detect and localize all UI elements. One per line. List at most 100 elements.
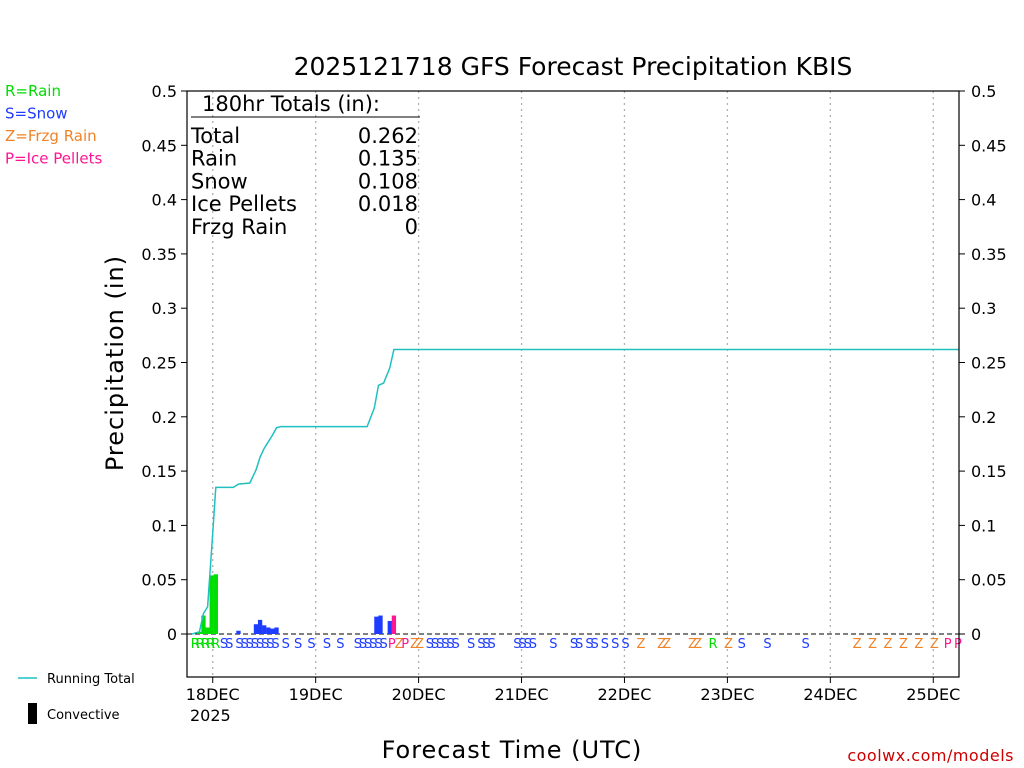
x-tick-label-3: 21DEC (495, 685, 549, 704)
y-axis-label: Precipitation (in) (101, 255, 129, 471)
chart-title: 2025121718 GFS Forecast Precipitation KB… (294, 52, 853, 81)
ptype-marker-10: S (251, 637, 259, 652)
totals-label-0: Total (190, 124, 240, 148)
x-tick-label-2: 20DEC (392, 685, 446, 704)
y-tick-label-left-1: 0.05 (141, 571, 177, 590)
ptype-marker-26: P (388, 637, 396, 652)
y-tick-label-right-7: 0.35 (971, 245, 1007, 264)
bar-15 (391, 615, 397, 634)
y-tick-label-right-8: 0.4 (971, 191, 996, 210)
ptype-marker-57: Z (693, 637, 702, 652)
ptype-marker-51: S (611, 637, 619, 652)
ptype-marker-12: S (261, 637, 269, 652)
x-axis-label: Forecast Time (UTC) (382, 736, 643, 764)
ptype-marker-70: P (954, 637, 962, 652)
ptype-marker-67: Z (914, 637, 923, 652)
ptype-marker-28: P (401, 637, 409, 652)
ptype-marker-66: Z (899, 637, 908, 652)
precip-type-legend: R=Rain S=Snow Z=Frzg Rain P=Ice Pellets (5, 82, 102, 168)
ptype-marker-15: S (282, 637, 290, 652)
y-tick-label-left-7: 0.35 (141, 245, 177, 264)
totals-label-3: Ice Pellets (191, 192, 297, 216)
ptype-marker-6: S (225, 637, 233, 652)
ptype-marker-63: Z (853, 637, 862, 652)
type-legend-item-2: Z=Frzg Rain (5, 127, 97, 145)
y-tick-label-left-9: 0.45 (141, 136, 177, 155)
bar-13 (378, 615, 383, 634)
ptype-marker-29: Z (410, 637, 419, 652)
totals-rows: Total 0.262 Rain 0.135 Snow 0.108 Ice Pellets 0… (190, 124, 418, 239)
x-tick-label-0: 18DEC (186, 685, 240, 704)
precip-bars (197, 574, 397, 634)
ptype-marker-33: S (436, 637, 444, 652)
ptype-marker-27: Z (395, 637, 404, 652)
x-tick-label-1: 19DEC (289, 685, 343, 704)
credit-text: coolwx.com/models (847, 746, 1014, 765)
ptype-marker-46: S (570, 637, 578, 652)
ptype-marker-50: S (601, 637, 609, 652)
ptype-marker-2: R (201, 637, 210, 652)
ptype-marker-30: Z (415, 637, 424, 652)
legend-label-1: Convective (47, 708, 120, 723)
type-legend-item-3: P=Ice Pellets (5, 150, 102, 168)
ptype-marker-38: S (477, 637, 485, 652)
running-total-layer (191, 348, 959, 635)
legend-swatch-1 (28, 703, 37, 724)
ptype-marker-0: R (191, 637, 200, 652)
ptype-marker-3: R (206, 637, 215, 652)
bar-2 (205, 627, 210, 634)
bar-5 (236, 630, 241, 634)
ptype-marker-9: S (246, 637, 254, 652)
ptype-marker-45: S (549, 637, 557, 652)
ptype-marker-5: S (220, 637, 228, 652)
ptype-marker-52: S (621, 637, 629, 652)
ptype-marker-39: S (482, 637, 490, 652)
grid-lines (187, 91, 959, 677)
ptype-marker-11: S (256, 637, 264, 652)
bar-10 (270, 628, 275, 634)
x-tick-label-6: 24DEC (803, 685, 857, 704)
ptype-marker-65: Z (884, 637, 893, 652)
ptype-marker-4: R (211, 637, 220, 652)
y-tick-label-right-5: 0.25 (971, 354, 1007, 373)
y-tick-label-left-5: 0.25 (141, 354, 177, 373)
ptype-marker-36: S (452, 637, 460, 652)
y-tick-label-right-4: 0.2 (971, 408, 996, 427)
plot-frame (186, 90, 960, 678)
bar-8 (262, 625, 267, 634)
x-tick-label-4: 22DEC (597, 685, 651, 704)
bar-11 (274, 627, 279, 634)
ptype-marker-7: S (235, 637, 243, 652)
totals-box: 180hr Totals (in): Total 0.262 Rain 0.135 Sn… (190, 92, 420, 239)
bar-6 (253, 624, 259, 634)
ptype-marker-31: S (426, 637, 434, 652)
ptype-marker-47: S (575, 637, 583, 652)
x-axis-ticks: 18DEC 19DEC 20DEC 21DEC 22DEC 23DEC 24DEC 25DEC (186, 677, 960, 704)
totals-label-4: Frzg Rain (191, 215, 287, 239)
x-tick-label-5: 23DEC (700, 685, 754, 704)
totals-value-4: 0 (405, 215, 418, 239)
y-tick-label-left-4: 0.2 (152, 408, 177, 427)
y-tick-label-left-10: 0.5 (152, 82, 177, 101)
y-tick-label-right-1: 0.05 (971, 571, 1007, 590)
totals-label-2: Snow (191, 169, 248, 193)
totals-header: 180hr Totals (in): (202, 92, 380, 116)
type-legend-item-0: R=Rain (5, 82, 61, 100)
type-legend-item-1: S=Snow (5, 105, 68, 123)
ptype-marker-62: S (801, 637, 809, 652)
bar-7 (257, 619, 263, 634)
ptype-marker-55: Z (662, 637, 671, 652)
bar-0 (197, 631, 202, 634)
ptype-marker-69: P (944, 637, 952, 652)
y-tick-label-left-0: 0 (167, 625, 177, 644)
totals-value-2: 0.108 (358, 169, 418, 193)
ptype-marker-8: S (241, 637, 249, 652)
ptype-marker-14: S (271, 637, 279, 652)
bar-9 (266, 627, 271, 634)
x-tick-label-7: 25DEC (906, 685, 960, 704)
ptype-marker-35: S (446, 637, 454, 652)
y-tick-label-right-2: 0.1 (971, 516, 996, 535)
ptype-marker-44: S (529, 637, 537, 652)
